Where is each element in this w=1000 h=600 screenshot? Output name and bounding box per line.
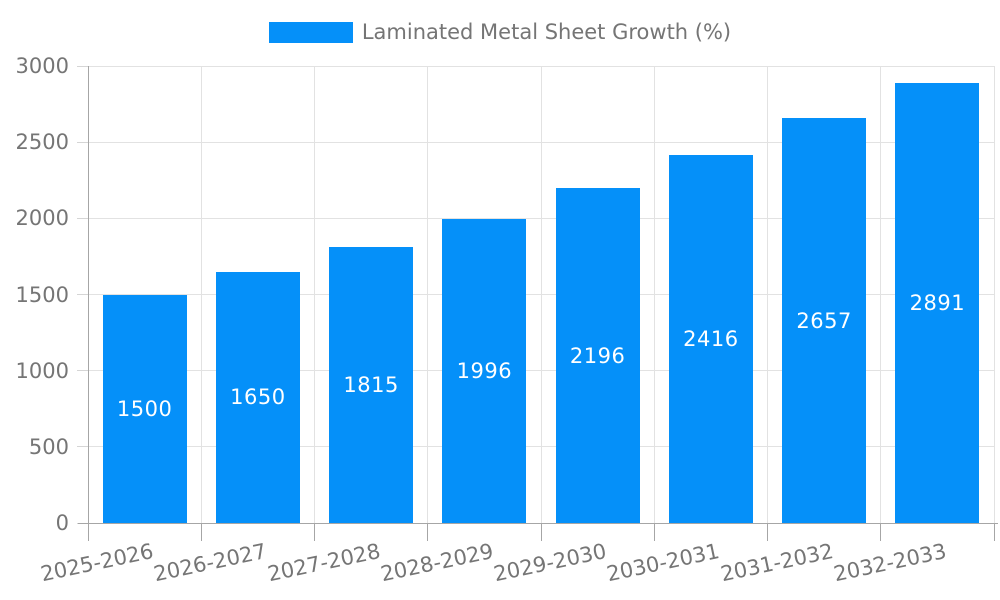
x-axis-tick — [540, 523, 542, 541]
x-axis-tick — [200, 523, 202, 541]
x-axis-label-2028-2029: 2028-2029 — [378, 539, 496, 587]
bar-2026-2027[interactable]: 1650 — [215, 271, 300, 523]
x-axis-label-2029-2030: 2029-2030 — [491, 539, 609, 587]
bar-2027-2028[interactable]: 1815 — [329, 246, 414, 523]
bar-2030-2031[interactable]: 2416 — [668, 154, 753, 523]
bar-2031-2032[interactable]: 2657 — [782, 118, 867, 523]
y-axis-label-1000: 1000 — [15, 358, 69, 383]
x-gridline — [540, 66, 542, 523]
x-axis-label-2030-2031: 2030-2031 — [604, 539, 722, 587]
bar-value-label: 1650 — [230, 385, 286, 410]
y-axis-tick — [77, 217, 88, 219]
y-axis-tick — [77, 370, 88, 372]
x-axis-label-2026-2027: 2026-2027 — [151, 539, 269, 587]
x-gridline — [993, 66, 995, 523]
legend-item[interactable]: Laminated Metal Sheet Growth (%) — [0, 21, 1000, 44]
y-axis-label-1500: 1500 — [15, 282, 69, 307]
bar-2029-2030[interactable]: 2196 — [555, 188, 640, 523]
y-axis-label-0: 0 — [55, 511, 69, 535]
x-axis-tick — [314, 523, 315, 541]
x-axis-label-2032-2033: 2032-2033 — [831, 539, 949, 587]
bar-value-label: 2196 — [569, 343, 626, 368]
bar-value-label: 1815 — [343, 372, 399, 397]
x-axis-tick — [880, 523, 882, 541]
x-axis-tick — [427, 523, 429, 541]
y-axis-tick — [77, 446, 88, 448]
bar-value-label: 2891 — [909, 290, 966, 315]
bar-value-label: 1996 — [456, 358, 513, 383]
x-axis-label-2025-2026: 2025-2026 — [38, 539, 156, 587]
bar-value-label: 2657 — [796, 308, 852, 333]
x-axis-tick — [767, 523, 768, 541]
y-axis-tick — [77, 294, 88, 295]
y-axis-tick — [77, 141, 88, 143]
x-gridline — [314, 66, 315, 523]
y-axis-label-2000: 2000 — [15, 206, 69, 231]
y-axis-label-500: 500 — [28, 434, 69, 459]
x-axis-label-2027-2028: 2027-2028 — [265, 539, 383, 587]
bar-value-label: 1500 — [116, 396, 173, 421]
legend-swatch-icon — [268, 22, 353, 43]
x-gridline — [653, 66, 655, 523]
x-axis-tick — [653, 523, 655, 541]
bar-2025-2026[interactable]: 1500 — [102, 294, 187, 523]
legend-label: Laminated Metal Sheet Growth (%) — [361, 20, 732, 44]
x-gridline — [880, 66, 882, 523]
x-gridline — [200, 66, 202, 523]
x-axis-label-2031-2032: 2031-2032 — [718, 539, 836, 587]
x-axis-tick — [993, 523, 995, 541]
y-axis-tick — [77, 65, 88, 67]
y-axis-line — [87, 66, 89, 541]
x-gridline — [427, 66, 429, 523]
bar-value-label: 2416 — [683, 326, 739, 351]
bar-2028-2029[interactable]: 1996 — [442, 218, 527, 523]
x-axis-line — [78, 522, 998, 524]
y-axis-label-3000: 3000 — [15, 54, 69, 78]
x-gridline — [767, 66, 768, 523]
y-axis-label-2500: 2500 — [15, 130, 69, 155]
bar-2032-2033[interactable]: 2891 — [895, 82, 980, 523]
